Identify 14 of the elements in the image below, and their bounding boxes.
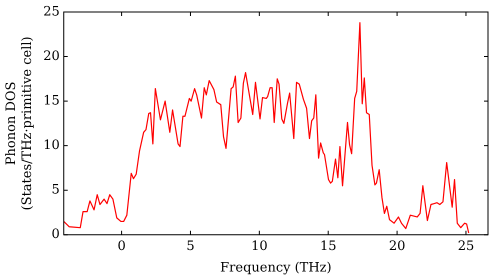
x-tick-label: 0 (117, 238, 126, 254)
y-tick-label: 15 (43, 93, 60, 108)
x-tick-label: 10 (251, 238, 268, 254)
x-axis-title: Frequency (THz) (220, 260, 332, 276)
x-tick-label: 5 (186, 238, 195, 254)
y-tick-label: 0 (51, 227, 60, 242)
y-tick-label: 25 (43, 4, 60, 20)
y-tick-label: 5 (51, 182, 60, 198)
x-tick-label: 15 (320, 238, 336, 254)
y-axis-title: Phonon DOS (States/THz·primitive cell) (4, 36, 35, 210)
x-tick-label: 25 (458, 238, 474, 254)
y-tick-label: 10 (43, 138, 60, 154)
y-tick-label: 20 (43, 48, 60, 64)
x-tick-label: 20 (388, 238, 406, 254)
